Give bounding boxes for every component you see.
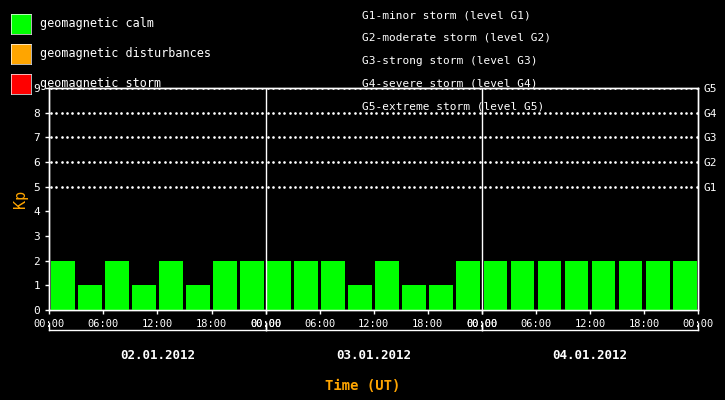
Bar	[673, 261, 697, 310]
Bar	[565, 261, 589, 310]
Bar	[321, 261, 345, 310]
Bar	[105, 261, 129, 310]
Bar	[294, 261, 318, 310]
Text: geomagnetic calm: geomagnetic calm	[40, 18, 154, 30]
Bar	[646, 261, 669, 310]
Text: 02.01.2012: 02.01.2012	[120, 350, 195, 362]
Y-axis label: Kp: Kp	[13, 190, 28, 208]
Bar	[429, 285, 453, 310]
Bar	[159, 261, 183, 310]
Bar	[618, 261, 642, 310]
Bar	[186, 285, 210, 310]
Bar	[402, 285, 426, 310]
Bar	[376, 261, 399, 310]
Text: 04.01.2012: 04.01.2012	[552, 350, 628, 362]
Bar	[268, 261, 291, 310]
Text: geomagnetic storm: geomagnetic storm	[40, 78, 161, 90]
Bar	[484, 261, 508, 310]
Bar	[240, 261, 264, 310]
Bar	[78, 285, 102, 310]
Bar	[510, 261, 534, 310]
Text: G2-moderate storm (level G2): G2-moderate storm (level G2)	[362, 33, 552, 43]
Text: Time (UT): Time (UT)	[325, 379, 400, 393]
Text: G4-severe storm (level G4): G4-severe storm (level G4)	[362, 78, 538, 88]
Bar	[51, 261, 75, 310]
Bar	[132, 285, 156, 310]
Text: G1-minor storm (level G1): G1-minor storm (level G1)	[362, 10, 531, 20]
Bar	[348, 285, 372, 310]
Text: geomagnetic disturbances: geomagnetic disturbances	[40, 48, 211, 60]
Bar	[213, 261, 237, 310]
Bar	[592, 261, 616, 310]
Text: G5-extreme storm (level G5): G5-extreme storm (level G5)	[362, 101, 544, 111]
Bar	[537, 261, 561, 310]
Text: G3-strong storm (level G3): G3-strong storm (level G3)	[362, 56, 538, 66]
Text: 03.01.2012: 03.01.2012	[336, 350, 411, 362]
Bar	[457, 261, 480, 310]
